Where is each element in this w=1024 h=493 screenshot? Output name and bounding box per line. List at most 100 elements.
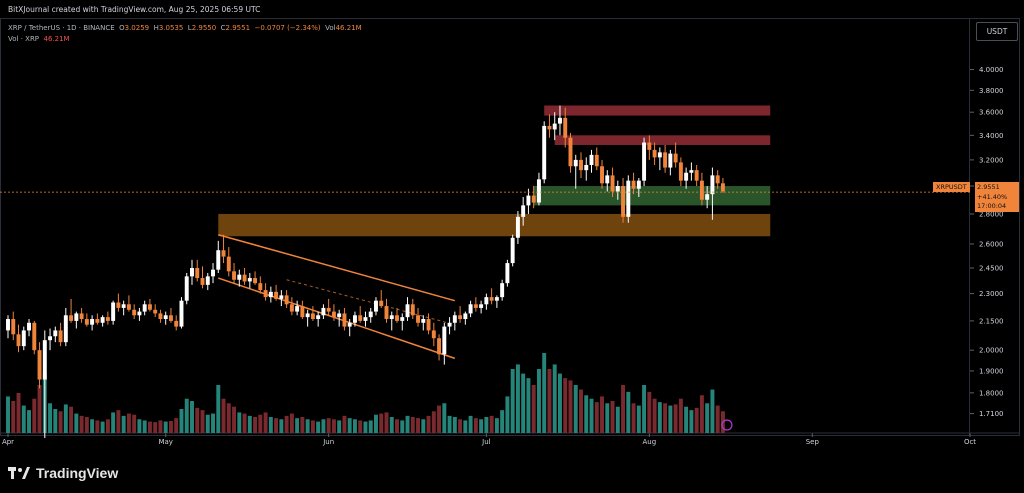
volume-bar <box>505 396 510 433</box>
candle-body <box>720 183 725 192</box>
y-tick-label: 3.6000 <box>979 109 1004 117</box>
candle-body <box>405 304 410 318</box>
candle-body <box>79 313 84 320</box>
volume-bar <box>510 369 515 433</box>
bottom-bar <box>0 455 1024 493</box>
candle-body <box>547 125 552 130</box>
price-chart[interactable]: 1.7100 1.8000 1.9000 2.0000 2.1500 2.3000 2.45… <box>0 0 1024 455</box>
volume-bar <box>384 412 389 433</box>
volume-bar <box>673 404 678 433</box>
volume-bar <box>53 409 58 433</box>
volume-bar <box>463 420 468 433</box>
volume-bar <box>211 413 215 433</box>
candle-body <box>121 304 126 308</box>
volume-bar <box>221 398 226 433</box>
candle-body <box>53 330 58 337</box>
candle-body <box>153 309 158 314</box>
candle-body <box>452 315 457 323</box>
volume-bar <box>689 410 694 433</box>
x-tick-label: Jul <box>481 438 491 446</box>
candle-body <box>463 313 468 320</box>
volume-bar <box>668 405 673 433</box>
volume-bar <box>610 401 615 433</box>
volume-bar <box>600 396 604 433</box>
candle-body <box>573 159 578 167</box>
candle-body <box>631 180 636 189</box>
candle-body <box>326 307 331 312</box>
candle-body <box>552 123 557 130</box>
volume-bar <box>626 391 631 433</box>
volume-bar <box>484 417 489 433</box>
volume-bar <box>331 419 336 433</box>
volume-bar <box>200 410 205 433</box>
currency-button[interactable]: USDT <box>976 22 1018 41</box>
candle-body <box>479 304 484 308</box>
channel-mid-line <box>286 279 455 326</box>
candle-body <box>142 304 147 312</box>
candle-body <box>63 315 68 343</box>
volume-bar <box>663 403 668 433</box>
candle-body <box>321 307 326 316</box>
candle-body <box>563 117 568 138</box>
volume-bar <box>37 385 42 433</box>
candle-body <box>295 306 300 312</box>
volume-bar <box>557 373 562 433</box>
volume-bar <box>563 378 568 433</box>
candle-body <box>437 338 442 355</box>
volume-bar <box>237 412 242 433</box>
price-axis-frame <box>970 18 1020 436</box>
symbol-line[interactable]: XRP / TetherUS · 1D · BINANCE <box>8 24 115 32</box>
y-tick-label: 3.2000 <box>979 156 1004 164</box>
candle-body <box>426 319 431 331</box>
volume-bar <box>552 364 557 433</box>
candle-body <box>589 154 594 165</box>
y-tick-label: 4.0000 <box>979 66 1004 74</box>
candle-body <box>274 291 279 299</box>
chart-credit: BitXJournal created with TradingView.com… <box>8 5 261 14</box>
candle-body <box>384 306 389 320</box>
candle-body <box>27 322 31 331</box>
candle-body <box>431 330 436 339</box>
volume-bar <box>326 418 331 433</box>
volume-bar <box>284 415 289 433</box>
candle-body <box>174 320 179 327</box>
y-tick-label: 2.3000 <box>979 290 1004 298</box>
candle-body <box>510 237 515 264</box>
volume-bar <box>342 415 347 433</box>
candle-body <box>579 159 583 171</box>
candle-body <box>179 300 184 327</box>
volume-bar <box>16 393 21 433</box>
tradingview-logo[interactable]: TradingView <box>8 465 118 481</box>
x-tick-label: Apr <box>2 438 14 446</box>
volume-bar <box>79 415 84 433</box>
candle-body <box>216 250 221 270</box>
volume-bar <box>132 414 137 433</box>
volume-bar <box>105 419 110 433</box>
volume-bar <box>715 405 720 433</box>
candle-body <box>647 142 652 150</box>
high-value: 3.0535 <box>158 24 184 32</box>
candle-body <box>6 319 10 331</box>
volume-bar <box>69 406 74 433</box>
volume-bar <box>195 407 200 433</box>
zone-rect <box>218 213 771 237</box>
candle-body <box>684 172 689 181</box>
volume-bar <box>352 419 357 433</box>
candle-body <box>74 313 79 321</box>
candle-body <box>521 205 526 217</box>
volume-bar <box>253 417 258 433</box>
volume-bar <box>636 405 641 433</box>
volume-legend: Vol · XRP 46.21M <box>8 35 70 43</box>
candle-body <box>368 311 373 318</box>
candle-body <box>600 166 604 184</box>
candle-body <box>253 278 258 284</box>
ohlc-legend: XRP / TetherUS · 1D · BINANCE O3.0259 H3… <box>8 24 362 32</box>
volume-bar <box>263 412 268 433</box>
volume-bar <box>536 369 541 433</box>
volume-bar <box>95 420 100 433</box>
candle-body <box>200 278 205 285</box>
candle-body <box>621 186 626 217</box>
y-tick-label: 3.4000 <box>979 132 1004 140</box>
candle-body <box>163 315 168 320</box>
volume-bar <box>190 401 194 433</box>
